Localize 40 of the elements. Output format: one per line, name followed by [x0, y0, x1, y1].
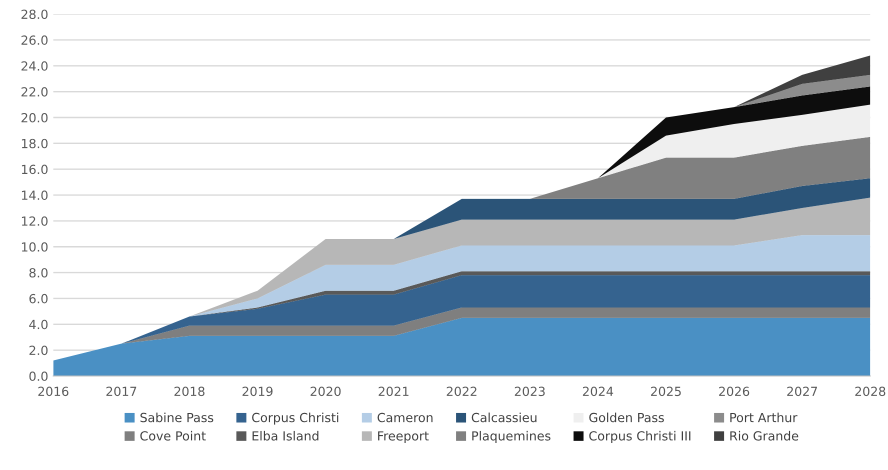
- y-tick-label: 22.0: [22, 87, 48, 97]
- x-tick-label: 2022: [446, 386, 476, 396]
- x-tick-label: 2021: [378, 386, 408, 396]
- legend-label: Corpus Christi III: [589, 430, 690, 444]
- legend-label: Corpus Christi: [252, 412, 338, 425]
- y-tick-label: 10.0: [22, 242, 48, 252]
- x-tick-label: 2028: [855, 386, 886, 396]
- x-tick-label: 2025: [651, 386, 681, 396]
- y-tick-label: 2.0: [29, 346, 48, 356]
- legend-label: Freeport: [378, 431, 429, 444]
- x-tick-label: 2027: [787, 386, 817, 396]
- y-tick-label: 8.0: [29, 268, 48, 278]
- y-tick-label: 14.0: [22, 190, 48, 200]
- y-tick-label: 12.0: [22, 216, 48, 226]
- legend-label: Cove Point: [140, 430, 206, 441]
- y-tick-label: 20.0: [22, 112, 48, 122]
- x-tick-label: 2024: [582, 386, 614, 396]
- y-tick-label: 28.0: [22, 10, 48, 20]
- legend-label: Elba Island: [252, 430, 318, 441]
- legend-label: Golden Pass: [589, 412, 664, 422]
- legend-label: Calcassieu: [472, 412, 536, 422]
- x-tick-label: 2023: [514, 386, 545, 396]
- x-tick-label: 2019: [242, 386, 273, 396]
- legend-label: Plaquemines: [472, 430, 550, 444]
- legend-label: Sabine Pass: [140, 412, 214, 422]
- y-tick-label: 18.0: [22, 138, 48, 148]
- y-tick-label: 6.0: [29, 294, 48, 304]
- y-tick-label: 26.0: [22, 35, 48, 45]
- x-tick-label: 2026: [719, 386, 750, 396]
- x-tick-label: 2017: [106, 386, 136, 396]
- y-tick-label: 24.0: [22, 61, 48, 71]
- y-tick-label: 4.0: [29, 320, 48, 330]
- y-tick-label: 16.0: [22, 164, 48, 174]
- x-tick-label: 2016: [38, 386, 68, 396]
- x-tick-label: 2018: [174, 386, 204, 396]
- x-tick-label: 2020: [310, 386, 341, 396]
- y-tick-label: 0.0: [29, 371, 48, 381]
- legend-label: Cameron: [378, 412, 432, 422]
- legend-label: Rio Grande: [730, 430, 798, 441]
- legend-label: Port Arthur: [730, 412, 798, 422]
